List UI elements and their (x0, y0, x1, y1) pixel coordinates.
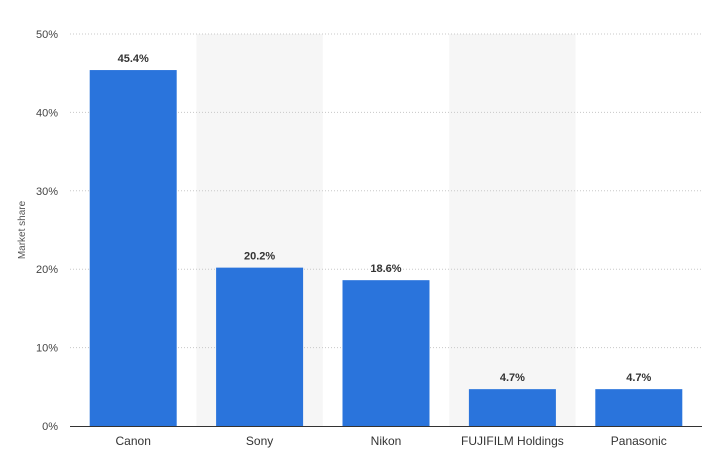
x-category-label: Sony (246, 434, 273, 448)
value-labels: 45.4% 20.2% 18.6% 4.7% 4.7% (118, 53, 652, 384)
y-tick-label: 10% (36, 343, 58, 355)
bar (468, 389, 556, 426)
bar (89, 70, 177, 427)
y-tick-label: 50% (36, 29, 58, 41)
bar-value-label: 45.4% (118, 53, 149, 65)
bar-value-label: 4.7% (626, 372, 651, 384)
bar-value-label: 4.7% (500, 372, 525, 384)
bars (89, 70, 683, 427)
y-axis-title: Market share (17, 200, 28, 259)
bar-value-label: 20.2% (244, 251, 275, 263)
band-3 (449, 34, 576, 426)
y-tick-label: 30% (36, 186, 58, 198)
y-tick-label: 0% (42, 421, 58, 433)
bar (216, 267, 304, 426)
x-category-label: FUJIFILM Holdings (461, 434, 564, 448)
x-category-label: Canon (116, 434, 151, 448)
y-tick-label: 40% (36, 107, 58, 119)
bar (342, 280, 430, 426)
bar-value-label: 18.6% (370, 263, 401, 275)
y-axis-ticks: 0% 10% 20% 30% 40% 50% (36, 29, 58, 433)
y-tick-label: 20% (36, 264, 58, 276)
x-category-label: Nikon (371, 434, 402, 448)
x-axis-labels: Canon Sony Nikon FUJIFILM Holdings Panasonic (116, 434, 667, 448)
bar (595, 389, 683, 426)
x-category-label: Panasonic (611, 434, 667, 448)
